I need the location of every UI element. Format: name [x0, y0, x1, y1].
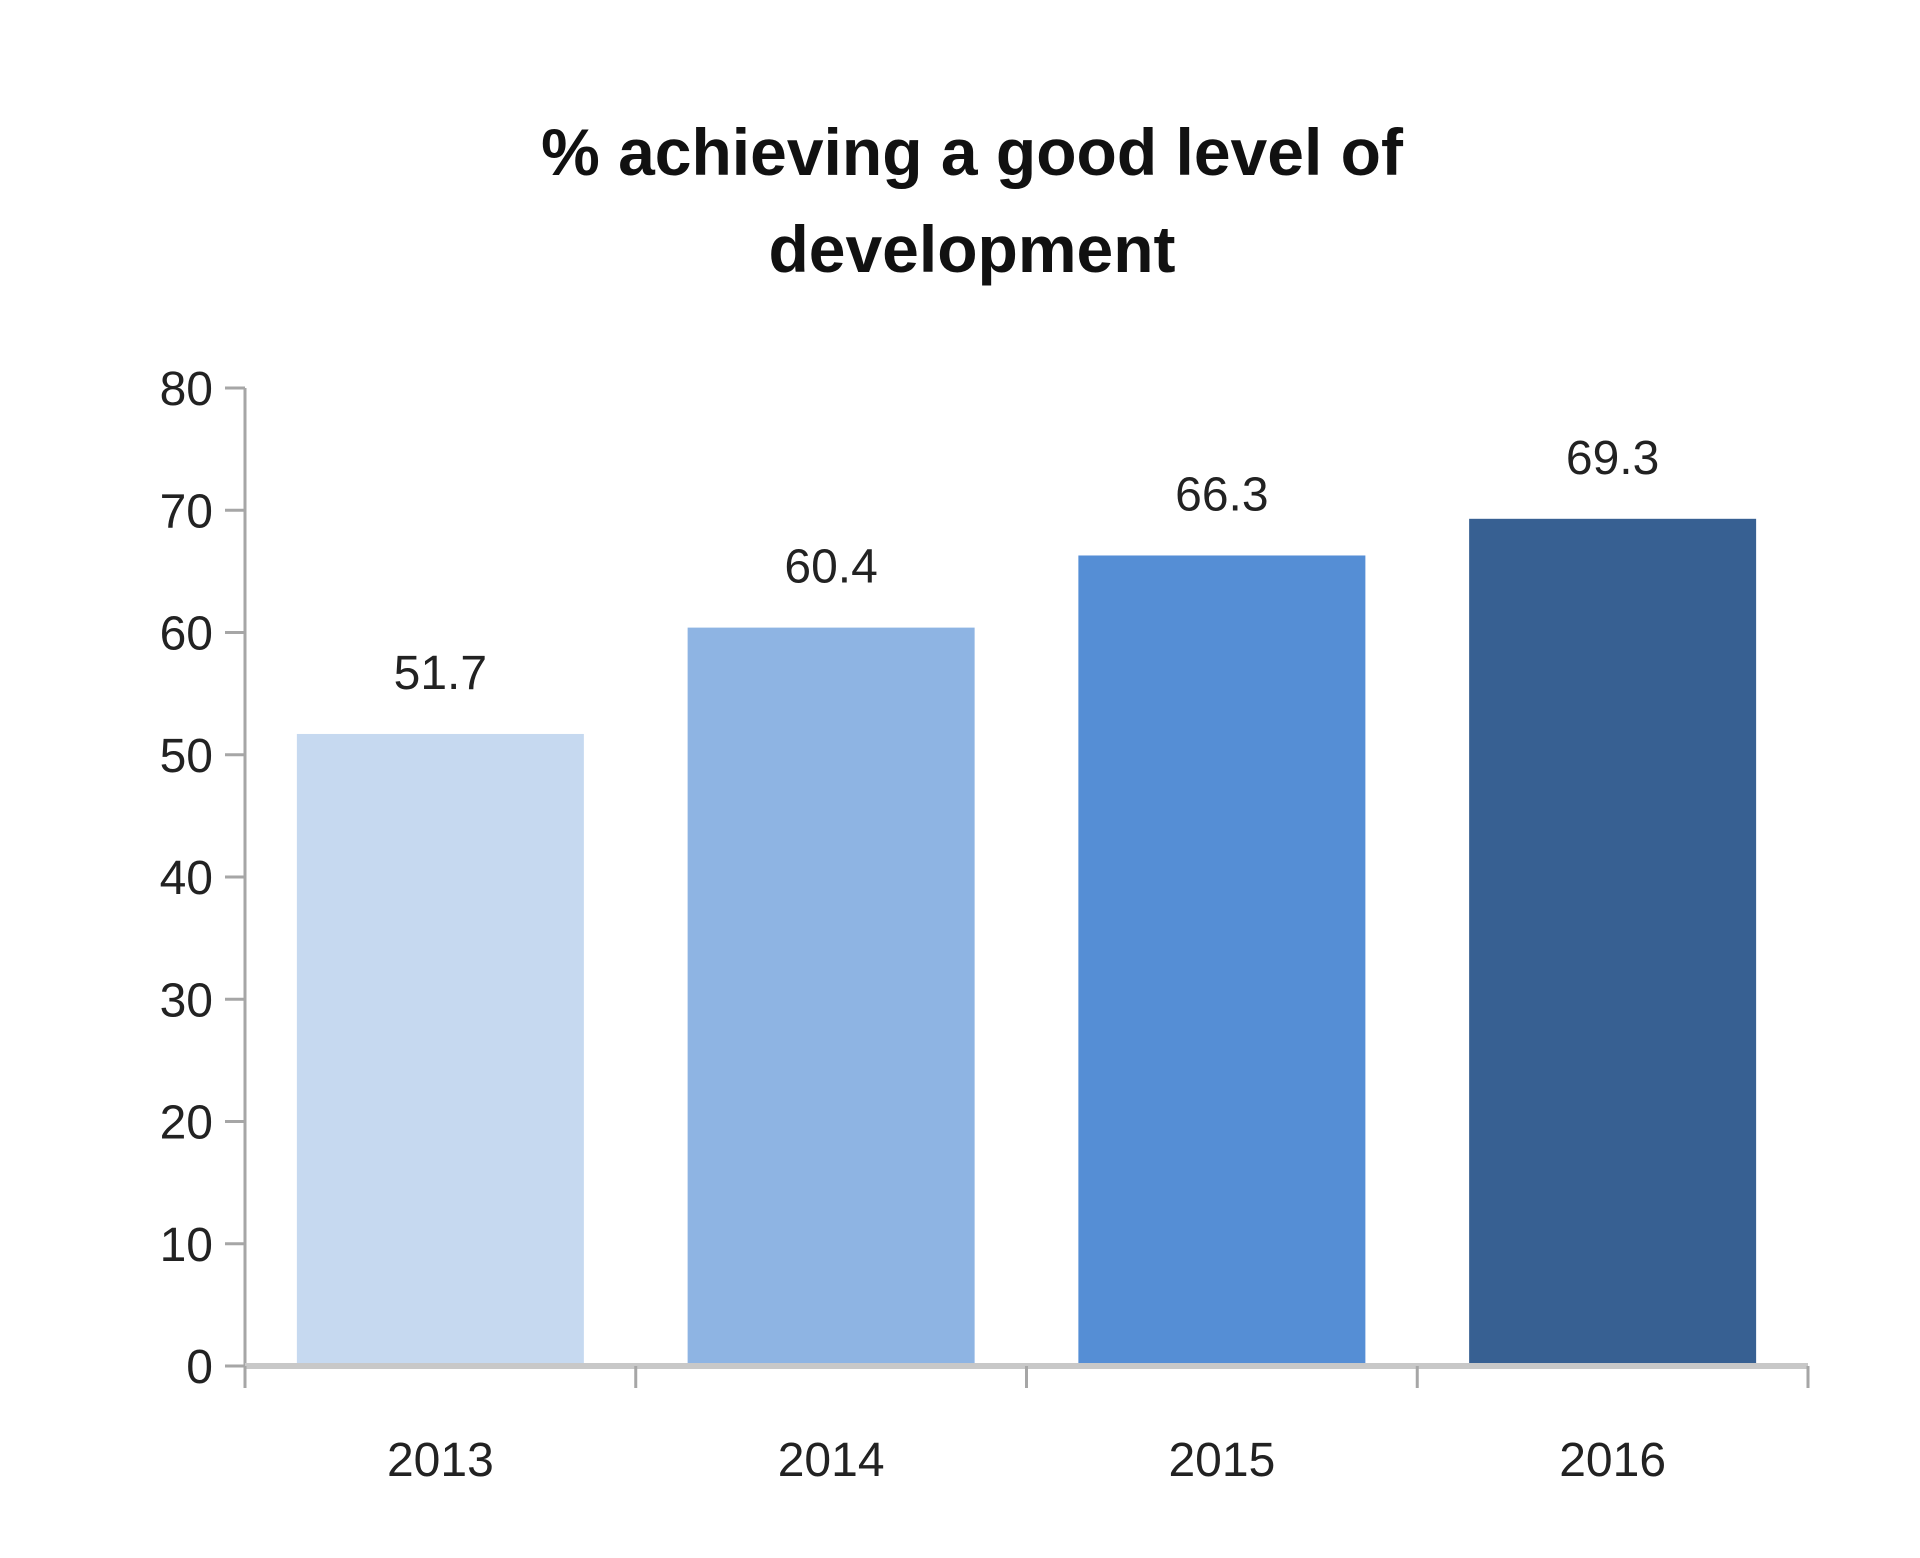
x-tick-label: 2014: [778, 1434, 885, 1487]
y-tick-label: 10: [160, 1219, 213, 1272]
y-tick-label: 50: [160, 730, 213, 783]
data-label-2013: 51.7: [394, 647, 487, 700]
bars: [296, 518, 1757, 1363]
bar-2015: [1078, 555, 1366, 1363]
chart-title-line-2: development: [768, 212, 1175, 286]
y-tick-label: 80: [160, 363, 213, 416]
bar-2016: [1469, 518, 1757, 1363]
y-tick-label: 70: [160, 485, 213, 538]
y-tick-label: 60: [160, 608, 213, 661]
x-tick-label: 2016: [1559, 1434, 1666, 1487]
x-tick-label: 2015: [1168, 1434, 1275, 1487]
y-axis: 0 10 20 30 40 50 60 70 80: [160, 363, 247, 1394]
chart-title-line-1: % achieving a good level of: [541, 115, 1404, 189]
y-tick-label: 0: [186, 1341, 213, 1394]
y-tick-label: 30: [160, 974, 213, 1027]
x-tick-label: 2013: [387, 1434, 494, 1487]
data-labels: 51.7 60.4 66.3 69.3: [394, 432, 1660, 700]
data-label-2016: 69.3: [1566, 432, 1659, 485]
data-label-2015: 66.3: [1175, 468, 1268, 521]
data-label-2014: 60.4: [784, 541, 877, 594]
bar-2013: [296, 733, 584, 1363]
x-axis: 2013 2014 2015 2016: [243, 1363, 1810, 1487]
bar-2014: [687, 627, 975, 1363]
y-tick-label: 20: [160, 1097, 213, 1150]
y-tick-label: 40: [160, 852, 213, 905]
